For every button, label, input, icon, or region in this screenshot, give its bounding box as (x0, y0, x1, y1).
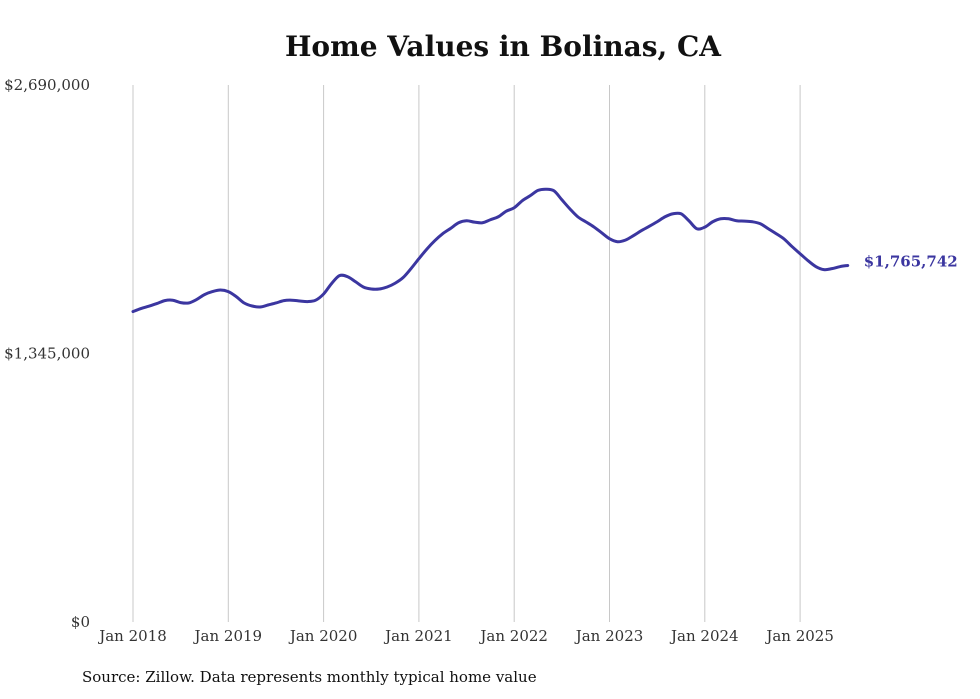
x-tick-label: Jan 2019 (193, 627, 263, 645)
end-value-label: $1,765,742 (864, 252, 958, 270)
y-tick-label: $2,690,000 (4, 76, 90, 94)
series-line (131, 187, 850, 314)
series-layer (131, 187, 850, 314)
x-axis-ticks: Jan 2018 Jan 2019 Jan 2020 Jan 2021 Jan 2022… (97, 627, 834, 645)
x-tick-label: Jan 2025 (764, 627, 834, 645)
chart-title: Home Values in Bolinas, CA (284, 30, 722, 63)
x-tick-label: Jan 2020 (288, 627, 358, 645)
y-tick-label: $1,345,000 (4, 345, 90, 363)
x-tick-label: Jan 2021 (383, 627, 453, 645)
gridlines (132, 85, 801, 622)
y-tick-label: $0 (71, 613, 90, 631)
x-tick-label: Jan 2023 (574, 627, 644, 645)
y-axis-ticks: $0 $1,345,000 $2,690,000 (4, 76, 90, 631)
end-label-layer: $1,765,742 (864, 252, 958, 270)
source-note: Source: Zillow. Data represents monthly … (82, 668, 537, 686)
x-tick-label: Jan 2024 (669, 627, 739, 645)
x-tick-label: Jan 2018 (97, 627, 167, 645)
x-tick-label: Jan 2022 (478, 627, 548, 645)
